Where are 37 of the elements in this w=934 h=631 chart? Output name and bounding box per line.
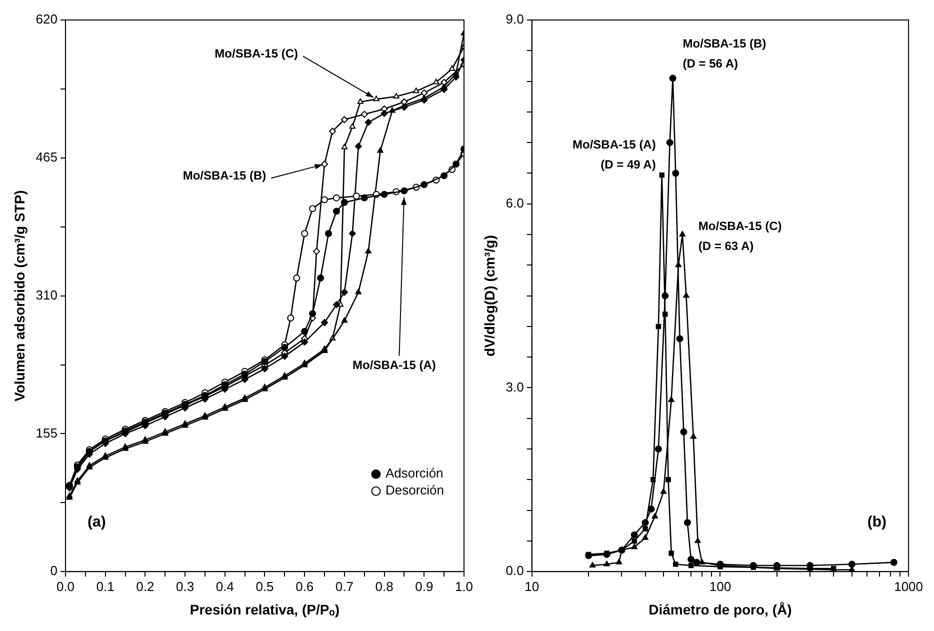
y-axis-title: Volumen adsorbido (cm³/g STP)	[11, 190, 28, 402]
annotation: Mo/SBA-15 (C)	[214, 46, 298, 60]
x-tick-label: 0.7	[335, 578, 354, 594]
y-tick-label: 3.0	[506, 379, 524, 394]
x-tick-label: 0.3	[176, 578, 194, 594]
annotation: Mo/SBA-15 (A)	[352, 358, 436, 372]
y-axis-title: dV/dlog(D) (cm³/g)	[481, 235, 498, 356]
x-axis-title: Presión relativa, (P/Pₒ)	[190, 601, 340, 618]
x-tick-label: 0.0	[56, 578, 75, 594]
y-tick-label: 465	[36, 149, 58, 164]
x-tick-label: 0.9	[415, 578, 434, 594]
x-tick-label: 0.4	[216, 578, 234, 594]
x-tick-label: 10	[524, 578, 540, 594]
legend-label: Desorción	[385, 482, 444, 498]
y-tick-label: 310	[36, 287, 58, 302]
x-tick-label: 100	[709, 578, 732, 594]
annotation: Mo/SBA-15 (A) (D = 49 A)	[572, 137, 656, 172]
x-tick-label: 1000	[894, 578, 923, 594]
annotation: Mo/SBA-15 (B) (D = 56 A)	[682, 36, 766, 71]
x-tick-label: 0.2	[136, 578, 154, 594]
y-tick-label: 155	[36, 425, 58, 440]
x-axis-title: Diámetro de poro, (Å)	[648, 601, 792, 618]
annotation: (b)	[867, 514, 887, 531]
x-tick-label: 0.5	[256, 578, 274, 594]
x-tick-label: 1.0	[454, 578, 474, 594]
legend-label: Adsorción	[385, 466, 444, 481]
y-tick-label: 0.0	[506, 563, 524, 578]
x-tick-label: 0.6	[296, 578, 314, 594]
annotation: Mo/SBA-15 (C) (D = 63 A)	[698, 218, 782, 253]
x-tick-label: 0.8	[375, 578, 394, 594]
y-tick-label: 0	[50, 563, 58, 578]
annotation: Mo/SBA-15 (B)	[182, 168, 266, 182]
y-tick-label: 9.0	[506, 12, 524, 27]
x-tick-label: 0.1	[96, 578, 114, 594]
y-tick-label: 620	[36, 12, 58, 27]
annotation: (a)	[87, 514, 106, 531]
y-tick-label: 6.0	[506, 195, 524, 210]
